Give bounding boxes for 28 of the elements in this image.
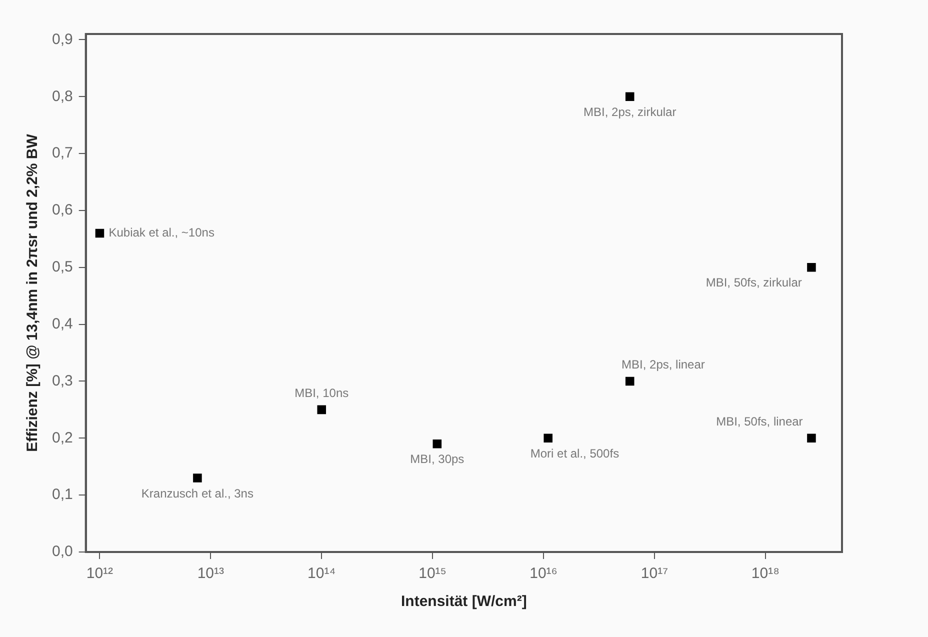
y-tick-label: 0,1: [52, 486, 73, 504]
y-tick-label: 0,0: [52, 543, 73, 560]
annotation: MBI, 2ps, zirkular: [584, 104, 676, 119]
x-tick-label: 10¹⁴: [308, 565, 336, 582]
y-axis-title: Effizienz [%] @ 13,4nm in 2πsr und 2,2% BW: [24, 133, 42, 452]
annotation: Kubiak et al., ~10ns: [108, 226, 214, 240]
annotation: MBI, 2ps, linear: [622, 358, 705, 372]
y-tick-label: 0,4: [52, 315, 73, 332]
x-axis-title: Intensität [W/cm²]: [401, 593, 527, 610]
y-tick-label: 0,2: [52, 429, 73, 446]
y-tick-label: 0,5: [52, 258, 73, 276]
y-tick-label: 0,7: [52, 144, 73, 162]
x-tick-label: 10¹²: [86, 565, 114, 582]
x-tick-label: 10¹³: [197, 565, 224, 582]
y-tick-label: 0,6: [52, 202, 73, 219]
y-tick-label: 0,3: [52, 372, 73, 390]
x-tick-label: 10¹⁵: [418, 565, 447, 582]
y-tick-label: 0,9: [52, 30, 73, 48]
annotation: MBI, 30ps: [410, 452, 464, 466]
annotation: Mori et al., 500fs: [530, 446, 620, 460]
annotation: MBI, 50fs, zirkular: [706, 276, 802, 290]
x-tick-label: 10¹⁷: [640, 565, 668, 582]
y-tick-label: 0,8: [52, 88, 73, 105]
annotation: Kranzusch et al., 3ns: [141, 486, 254, 500]
x-tick-label: 10¹⁸: [751, 565, 780, 582]
annotation: MBI, 10ns: [294, 386, 349, 400]
x-tick-label: 10¹⁶: [530, 565, 558, 582]
annotation: MBI, 50fs, linear: [716, 414, 803, 428]
